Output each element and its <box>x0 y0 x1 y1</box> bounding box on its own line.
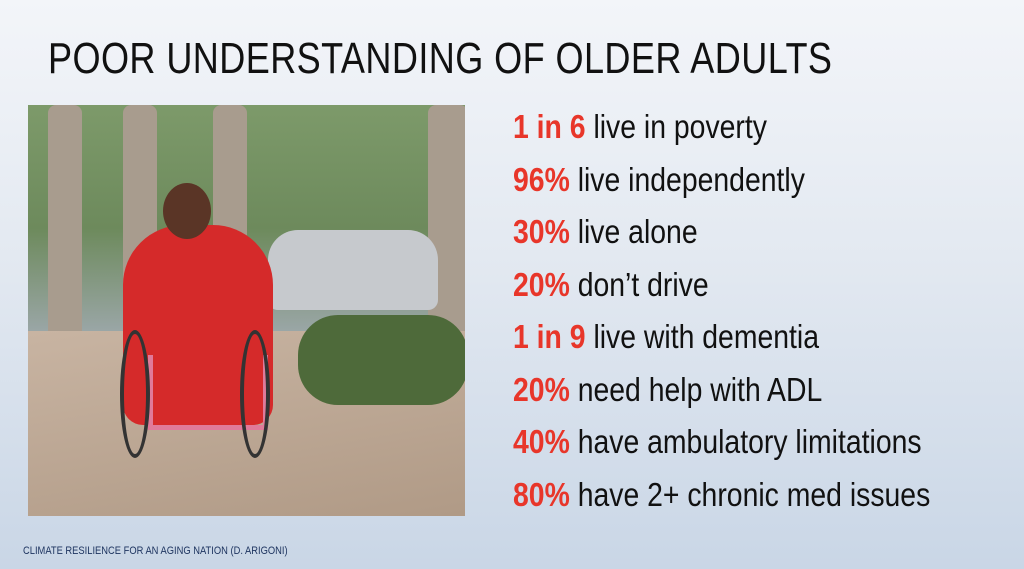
stats-list: 1 in 6 live in poverty 96% live independ… <box>513 108 998 528</box>
stat-text: need help with ADL <box>577 370 823 408</box>
stat-text: live independently <box>577 160 805 198</box>
hedge <box>298 315 465 405</box>
stat-text: live with dementia <box>593 318 820 355</box>
stat-item: 30% live alone <box>513 213 930 266</box>
parked-car <box>268 230 438 310</box>
stat-item: 96% live independently <box>513 161 930 214</box>
stat-text: live alone <box>577 213 698 250</box>
stat-item: 1 in 9 live with dementia <box>513 318 930 371</box>
stat-item: 1 in 6 live in poverty <box>513 108 930 161</box>
woman-head <box>163 183 211 239</box>
stat-number: 40% <box>513 423 570 460</box>
photo-woman-in-wheelchair <box>28 105 465 516</box>
stat-item: 40% have ambulatory limitations <box>513 423 930 476</box>
stat-number: 80% <box>513 475 570 513</box>
stat-text: have ambulatory limitations <box>577 423 922 460</box>
stat-number: 20% <box>513 265 570 303</box>
stat-number: 1 in 9 <box>513 318 586 355</box>
slide-title: POOR UNDERSTANDING OF OLDER ADULTS <box>48 34 833 83</box>
stat-text: don’t drive <box>577 265 709 303</box>
stat-item: 80% have 2+ chronic med issues <box>513 476 930 529</box>
tree-trunk <box>428 105 465 345</box>
stat-number: 96% <box>513 160 570 198</box>
stat-number: 30% <box>513 213 570 250</box>
stat-item: 20% need help with ADL <box>513 371 930 424</box>
tree-trunk <box>48 105 82 365</box>
stat-number: 20% <box>513 370 570 408</box>
wheelchair-wheel <box>240 330 270 458</box>
stat-text: live in poverty <box>593 108 767 145</box>
stat-item: 20% don’t drive <box>513 266 930 319</box>
wheelchair-wheel <box>120 330 150 458</box>
stat-number: 1 in 6 <box>513 108 586 145</box>
stat-text: have 2+ chronic med issues <box>577 475 931 513</box>
slide-footer: CLIMATE RESILIENCE FOR AN AGING NATION (… <box>23 545 288 557</box>
